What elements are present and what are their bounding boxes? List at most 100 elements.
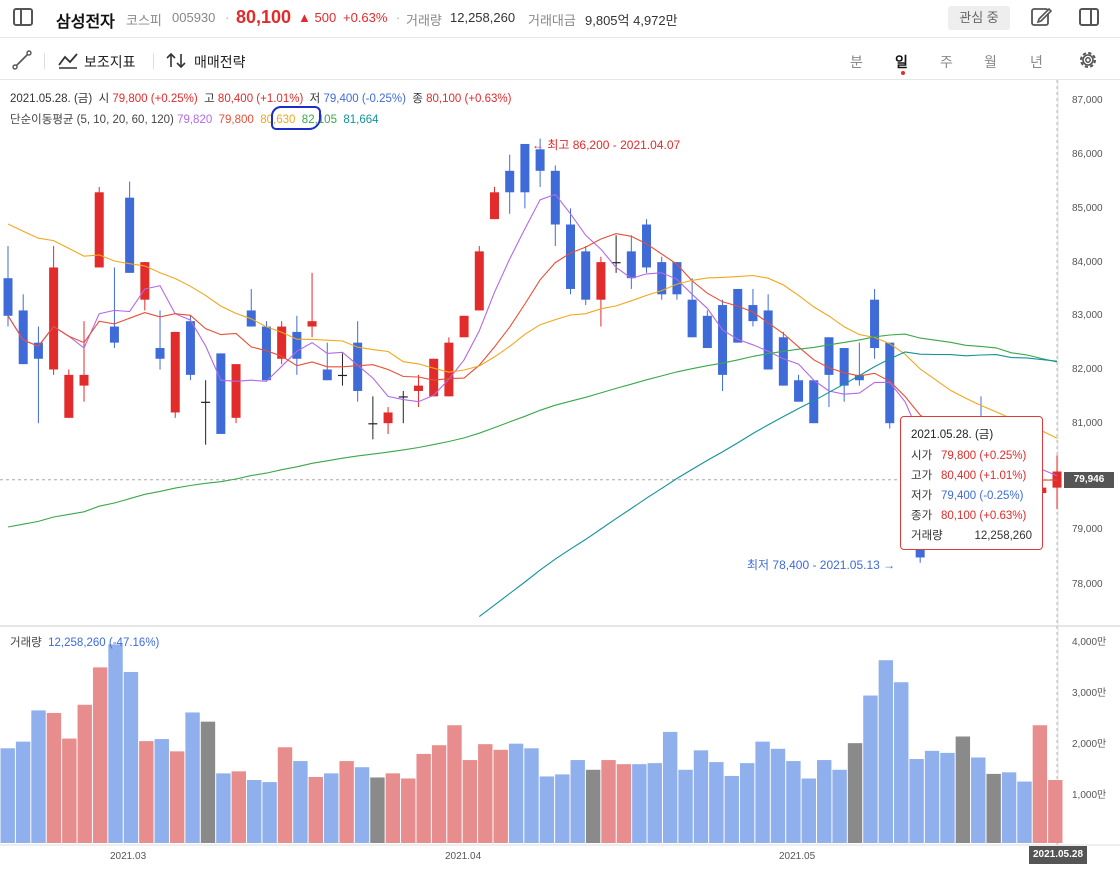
candle-body [18,310,28,365]
tooltip-row: 시가 79,800 (+0.25%) [911,446,1032,466]
volume-bar [139,741,154,843]
candle-body [429,358,439,397]
volume-bar [770,748,786,843]
volume-bar [92,667,108,843]
volume-bar [324,773,339,843]
candle-body [398,396,408,398]
volume-bar [0,748,15,843]
volume-axis-label: 2,000만 [1072,739,1107,750]
price-axis-label: 81,000 [1072,418,1103,429]
indicator-button[interactable]: 보조지표 [84,54,136,70]
volume-bar [447,725,462,843]
volume-bar [262,782,277,843]
tooltip-row: 거래량 12,258,260 [911,526,1032,546]
candle-body [809,380,819,424]
candle-body [201,401,211,403]
volume-axis-label: 3,000만 [1072,688,1107,699]
indicator-icon[interactable] [57,51,79,69]
info-high: 80,400 (+1.01%) [217,93,304,105]
volume-bar [709,762,724,843]
candle-body [839,348,849,386]
volume-bar [739,763,755,843]
tooltip-value: 79,400 (-0.25%) [941,490,1024,502]
volume-bar [354,767,370,843]
candle-body [140,262,150,300]
edit-icon[interactable] [1030,6,1052,28]
candle-body [292,331,302,359]
candle-body [261,326,271,381]
price-axis-label: 78,000 [1072,579,1103,590]
price-axis-label: 85,000 [1072,203,1103,214]
strategy-icon[interactable] [165,51,189,69]
price-chart[interactable] [0,80,1120,869]
candle-body [337,374,347,377]
low-price-annotation: 최저 78,400 - 2021.05.13 → [747,558,896,572]
volume-bar [817,760,832,843]
volume-info-label: 거래량 [10,637,42,649]
volume-bar [508,743,524,843]
volume-bar [863,695,878,843]
volume-bar [200,721,216,843]
price-axis-label: 79,000 [1072,524,1103,535]
candle-body [322,369,332,381]
candle-body [33,342,43,359]
volume-bar [555,774,570,843]
tooltip-key: 고가 [911,470,933,482]
favorite-button[interactable]: 관심 중 [948,6,1010,30]
current-price-tag: 79,946 [1064,472,1114,488]
candle-body [733,288,743,343]
candle-body [216,353,226,434]
volume-bar [339,761,354,843]
info-close: 80,100 (+0.63%) [426,93,512,105]
candle-body [581,251,591,300]
tooltip-value: 80,100 (+0.63%) [941,510,1027,522]
candle-body [94,192,104,268]
candle-body [672,262,682,295]
tooltip-row: 고가 80,400 (+1.01%) [911,466,1032,486]
candle-body [459,315,469,338]
period-year[interactable]: 년 [1030,54,1043,70]
right-panel-toggle-icon[interactable] [1079,8,1099,26]
volume-bar [431,745,447,843]
info-open: 79,800 (+0.25%) [112,93,198,105]
price-axis-label: 82,000 [1072,364,1103,375]
info-date: 2021.05.28. (금) [10,93,93,105]
chart-toolbar: 보조지표 매매전략 분 일 주 월 년 [0,40,1120,80]
period-day[interactable]: 일 [895,54,908,70]
period-week[interactable]: 주 [940,54,953,70]
candle-body [444,342,454,397]
toolbar-divider [44,53,45,69]
ma120-line [478,351,1058,618]
tooltip-date: 2021.05.28. (금) [911,429,994,441]
ma5-line [7,193,1058,492]
ma120-value: 81,664 [343,114,379,126]
period-minute[interactable]: 분 [850,54,863,70]
volume-axis-label: 1,000만 [1072,790,1107,801]
trading-amount-value: 9,805억 4,972만 [585,13,678,28]
volume-bar [1017,781,1032,843]
volume-bar [1032,725,1048,843]
volume-bar [801,778,817,843]
volume-bar [401,778,416,843]
settings-gear-icon[interactable] [1077,49,1099,71]
tooltip-value: 80,400 (+1.01%) [941,470,1027,482]
separator-dot: · [225,10,230,25]
price-axis-label: 83,000 [1072,310,1103,321]
left-panel-toggle-icon[interactable] [13,8,33,26]
separator-dot: · [396,10,401,25]
trading-strategy-button[interactable]: 매매전략 [194,54,246,70]
candle-body [702,315,712,349]
period-month[interactable]: 월 [984,54,997,70]
volume-bar [585,769,601,843]
stock-name: 삼성전자 [56,14,115,31]
candle-body [657,262,667,295]
volume-value: 12,258,260 [450,10,516,25]
candle-body [870,299,880,349]
volume-bar [678,769,693,843]
volume-bar [246,780,262,843]
high-price-annotation: ← 최고 86,200 - 2021.04.07 [532,138,681,152]
volume-bar [277,747,293,843]
drawing-tool-icon[interactable] [12,50,32,70]
info-low-label: 저 [309,93,321,105]
volume-bar [909,759,924,843]
